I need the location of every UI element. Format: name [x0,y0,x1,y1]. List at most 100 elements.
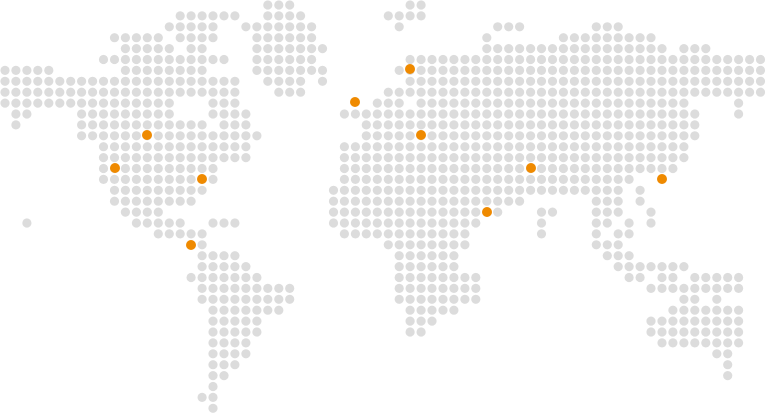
land-dot [723,371,733,381]
land-dot [120,87,130,97]
location-marker[interactable] [482,207,492,217]
land-dot [723,272,733,283]
land-dot [438,218,448,228]
land-dot [285,44,295,54]
land-dot [175,87,185,97]
land-dot [613,87,623,97]
land-dot [153,207,163,217]
land-dot [460,240,470,250]
land-dot [394,153,404,163]
land-dot [186,22,196,32]
land-dot [274,65,284,75]
land-dot [471,87,481,97]
land-dot [690,76,700,86]
land-dot [712,87,722,97]
land-dot [416,174,426,184]
land-dot [230,360,240,370]
location-marker[interactable] [416,130,426,140]
land-dot [591,54,601,65]
land-dot [646,44,656,54]
land-dot [558,44,569,54]
land-dot [55,98,65,108]
land-dot [405,87,415,97]
location-marker[interactable] [657,174,667,184]
land-dot [109,109,120,119]
land-dot [230,349,240,359]
land-dot [591,142,601,152]
land-dot [230,98,240,108]
land-dot [712,338,722,348]
land-dot [252,131,262,141]
land-dot [526,185,536,195]
land-dot [504,185,514,195]
land-dot [88,87,98,97]
land-dot [690,131,700,141]
location-marker[interactable] [526,163,536,173]
land-dot [515,131,525,141]
land-dot [88,131,98,141]
land-dot [471,54,481,65]
land-dot [668,109,678,119]
location-marker[interactable] [186,240,196,250]
location-marker[interactable] [350,97,360,107]
land-dot [679,131,689,141]
land-dot [558,153,569,163]
land-dot [536,142,547,152]
land-dot [361,174,371,184]
land-dot [120,163,130,174]
land-dot [591,33,601,43]
location-marker[interactable] [142,130,152,140]
land-dot [405,240,415,250]
land-dot [679,316,689,326]
land-dot [624,174,634,184]
land-dot [131,109,141,119]
land-dot [339,163,349,174]
land-dot [350,185,360,195]
land-dot [208,76,218,86]
land-dot [307,33,317,43]
land-dot [131,98,141,108]
land-dot [449,142,459,152]
land-dot [164,54,174,65]
land-dot [635,33,645,43]
land-dot [416,153,426,163]
land-dot [175,153,185,163]
location-marker[interactable] [405,64,415,74]
land-dot [526,98,536,108]
land-dot [317,65,328,75]
land-dot [427,142,437,152]
land-dot [580,109,590,119]
land-dot [131,87,141,97]
land-dot [449,218,459,228]
land-dot [635,163,645,174]
land-dot [208,163,218,174]
land-dot [372,98,382,108]
land-dot [602,65,612,75]
land-dot [142,174,152,184]
land-dot [120,65,130,75]
land-dot [372,153,382,163]
land-dot [526,131,536,141]
location-marker[interactable] [197,174,207,184]
land-dot [701,87,711,97]
land-dot [569,131,580,141]
land-dot [175,229,185,239]
land-dot [120,153,130,163]
land-dot [449,153,459,163]
land-dot [208,131,218,141]
land-dot [285,33,295,43]
land-dot [164,65,174,75]
land-dot [624,33,634,43]
land-dot [394,98,404,108]
land-dot [153,120,163,130]
land-dot [745,54,755,65]
land-dot [701,283,711,293]
location-marker[interactable] [110,163,120,173]
land-dot [602,76,612,86]
land-dot [109,76,120,86]
land-dot [186,131,196,141]
land-dot [580,98,590,108]
land-dot [668,153,678,163]
land-dot [142,54,152,65]
land-dot [438,131,448,141]
